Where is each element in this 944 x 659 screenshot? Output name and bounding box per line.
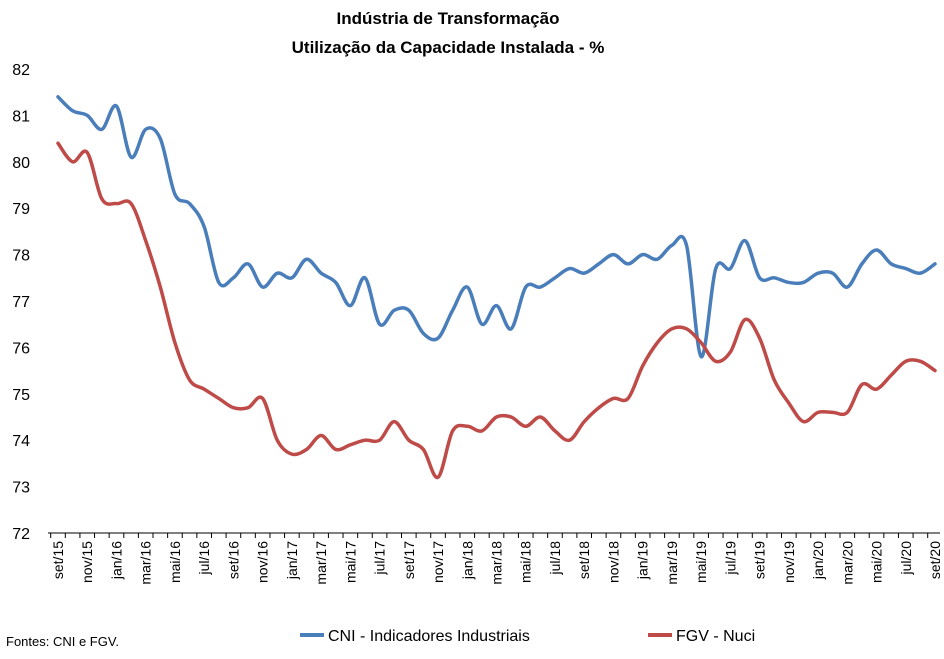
- x-tick-label: mar/18: [489, 541, 505, 585]
- y-axis-ticks: 72 73 74 75 76 77 78 79 80 81 82: [12, 62, 30, 543]
- x-tick-label: jan/17: [284, 541, 300, 580]
- x-tick-label: jan/19: [635, 541, 651, 580]
- x-tick-label: mai/18: [518, 541, 534, 583]
- legend: CNI - Indicadores Industriais FGV - Nuci: [300, 628, 755, 645]
- y-tick-label: 81: [12, 108, 30, 125]
- x-tick-label: set/15: [50, 541, 66, 579]
- series-lines: [56, 95, 937, 480]
- x-tick-label: set/18: [576, 541, 592, 579]
- x-axis-tick-labels: set/15 nov/15 jan/16 mar/16 mai/16 jul/16 set/…: [50, 541, 943, 585]
- y-tick-label: 78: [12, 248, 30, 265]
- x-tick-label: mar/20: [839, 541, 855, 585]
- x-tick-label: set/19: [752, 541, 768, 579]
- x-tick-label: jul/18: [547, 541, 563, 576]
- x-tick-label: jan/18: [459, 541, 475, 580]
- x-tick-label: set/16: [225, 541, 241, 579]
- x-tick-label: mai/17: [342, 541, 358, 583]
- series-line-cni: [56, 95, 937, 359]
- y-tick-label: 72: [12, 526, 30, 543]
- y-tick-label: 73: [12, 480, 30, 497]
- y-tick-label: 75: [12, 387, 30, 404]
- x-tick-label: set/17: [401, 541, 417, 579]
- x-tick-label: mai/20: [869, 541, 885, 583]
- x-tick-label: jul/19: [722, 541, 738, 576]
- series-line-fgv: [56, 141, 937, 480]
- source-note: Fontes: CNI e FGV.: [6, 634, 119, 649]
- x-tick-label: mai/19: [693, 541, 709, 583]
- y-tick-label: 79: [12, 201, 30, 218]
- x-tick-label: nov/19: [781, 541, 797, 583]
- x-tick-label: nov/15: [79, 541, 95, 583]
- x-tick-label: mai/16: [167, 541, 183, 583]
- y-tick-label: 80: [12, 155, 30, 172]
- y-tick-label: 74: [12, 433, 30, 450]
- x-axis-tick-marks: [50, 533, 929, 538]
- y-tick-label: 77: [12, 294, 30, 311]
- legend-label-cni: CNI - Indicadores Industriais: [328, 628, 530, 645]
- x-tick-label: mar/19: [664, 541, 680, 585]
- x-tick-label: nov/18: [605, 541, 621, 583]
- x-tick-label: mar/17: [313, 541, 329, 585]
- x-tick-label: jul/17: [372, 541, 388, 576]
- chart-title: Indústria de Transformação: [337, 9, 560, 28]
- x-tick-label: nov/17: [430, 541, 446, 583]
- legend-label-fgv: FGV - Nuci: [676, 628, 755, 645]
- x-tick-label: jan/20: [810, 541, 826, 580]
- chart-subtitle: Utilização da Capacidade Instalada - %: [292, 38, 605, 57]
- y-tick-label: 76: [12, 340, 30, 357]
- x-tick-label: set/20: [927, 541, 943, 579]
- x-tick-label: jan/16: [108, 541, 124, 580]
- x-tick-label: jul/16: [196, 541, 212, 576]
- x-tick-label: nov/16: [255, 541, 271, 583]
- x-tick-label: jul/20: [898, 541, 914, 576]
- y-tick-label: 82: [12, 62, 30, 79]
- x-tick-label: mar/16: [138, 541, 154, 585]
